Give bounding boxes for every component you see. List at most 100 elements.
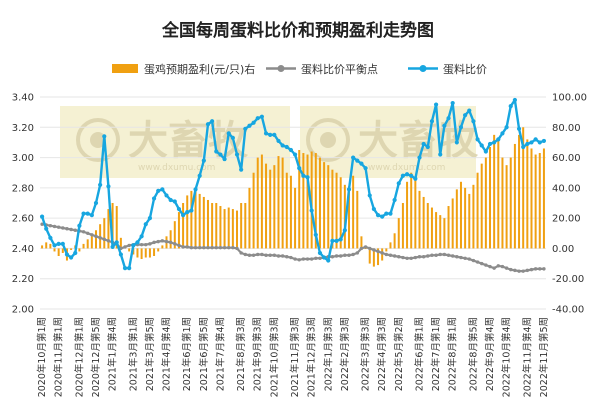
profit-bar: [410, 172, 413, 249]
profit-bar: [364, 248, 367, 250]
profit-bar: [94, 230, 97, 249]
profit-bar: [61, 248, 64, 253]
profit-bar: [281, 157, 284, 249]
balance-point: [160, 239, 165, 243]
balance-point: [363, 245, 368, 249]
profit-bar: [393, 233, 396, 249]
ratio-point: [396, 181, 401, 186]
ratio-point: [512, 97, 517, 103]
profit-bar: [468, 193, 471, 249]
ratio-point: [89, 213, 94, 218]
balance-point: [504, 266, 509, 270]
ratio-point: [160, 187, 165, 192]
profit-bar: [493, 134, 496, 249]
profit-bar: [455, 189, 458, 249]
ratio-point: [247, 123, 252, 128]
ratio-point: [139, 234, 144, 239]
balance-point: [359, 246, 364, 251]
watermark-text-left: 大畜牧: [128, 118, 249, 164]
ratio-point: [243, 126, 248, 131]
balance-point: [368, 246, 372, 251]
balance-point: [376, 249, 380, 254]
ratio-point: [56, 241, 61, 246]
profit-bar: [497, 139, 500, 249]
balance-point: [202, 245, 206, 250]
balance-point: [293, 257, 297, 261]
profit-bar: [219, 206, 222, 249]
ratio-point: [467, 108, 472, 113]
profit-bar: [435, 212, 438, 249]
balance-point: [401, 255, 405, 260]
balance-point: [455, 255, 459, 259]
profit-bar: [244, 203, 247, 249]
profit-bar: [377, 248, 380, 266]
balance-point: [102, 237, 106, 242]
ratio-point: [197, 173, 202, 178]
balance-point: [459, 255, 463, 260]
balance-point: [264, 253, 268, 257]
balance-point: [272, 253, 277, 257]
y-right-axis: -40.00 -20.00 0.00 20.00 40.00 60.00 80.00 100.…: [552, 93, 587, 316]
profit-bar: [538, 153, 541, 249]
balance-point: [285, 255, 289, 259]
balance-point: [484, 263, 488, 267]
x-tick-label: 2021年1月第4周: [107, 317, 119, 391]
x-tick-label: 2022年11月第4周: [521, 317, 533, 397]
ratio-point: [259, 114, 264, 119]
balance-point: [392, 254, 397, 258]
profit-bar: [211, 203, 214, 249]
y-left-tick-label: 2.40: [12, 244, 34, 255]
profit-bar: [90, 236, 93, 249]
ratio-point: [143, 222, 148, 227]
ratio-point: [172, 199, 177, 204]
ratio-point: [496, 137, 501, 142]
ratio-point: [44, 226, 49, 231]
y-left-tick-label: 2.80: [12, 183, 34, 194]
balance-point: [61, 226, 65, 230]
ratio-point: [454, 140, 459, 145]
ratio-point: [135, 240, 140, 245]
ratio-point: [122, 266, 128, 271]
profit-bar: [422, 196, 425, 249]
x-tick-label: 2021年11月第3周: [289, 317, 301, 397]
balance-point: [521, 269, 525, 273]
balance-point: [533, 267, 538, 271]
profit-bar: [248, 187, 251, 249]
ratio-point: [98, 182, 103, 187]
legend-label-profit: 蛋鸡预期盈利(元/只)右: [144, 62, 255, 76]
ratio-point: [458, 125, 464, 130]
ratio-point: [180, 213, 186, 218]
profit-bar: [522, 127, 525, 249]
profit-bar: [70, 248, 73, 250]
ratio-point: [346, 187, 352, 192]
watermark-url-right: www.dxumu.com: [368, 163, 445, 173]
profit-bar: [480, 163, 483, 249]
x-tick-label: 2020年10月第1周: [36, 317, 48, 397]
profit-bar: [194, 189, 197, 249]
profit-bar: [314, 153, 317, 249]
ratio-series: [39, 97, 547, 271]
balance-point: [52, 224, 57, 229]
balance-point: [471, 258, 476, 263]
balance-point: [256, 252, 260, 257]
profit-bar: [256, 157, 259, 249]
y-right-tick-label: 60.00: [552, 153, 581, 164]
ratio-point: [342, 228, 347, 233]
ratio-point: [210, 119, 215, 124]
ratio-point: [69, 255, 74, 260]
ratio-point: [363, 166, 368, 171]
balance-point: [280, 254, 285, 258]
balance-point: [475, 260, 480, 264]
legend: 蛋鸡预期盈利(元/只)右 蛋料比价平衡点 蛋料比价: [112, 62, 487, 76]
balance-point: [144, 242, 148, 247]
x-tick-label: 2022年7月第1周: [430, 317, 442, 391]
ratio-point: [309, 208, 314, 213]
watermark-logo-right-eye: [320, 132, 336, 148]
watermark: 大畜牧 www.dxumu.com 大畜牧 www.dxumu.com: [60, 106, 479, 178]
x-tick-label: 2021年4月第4周: [161, 317, 173, 391]
balance-point: [525, 268, 530, 273]
x-axis: 2020年10月第1周 2020年11月第1周 2020年12月第1周 2020年12…: [36, 317, 550, 397]
x-tick-label: 2021年3月第1周: [127, 317, 139, 391]
profit-bar: [414, 180, 417, 249]
ratio-point: [400, 173, 406, 178]
